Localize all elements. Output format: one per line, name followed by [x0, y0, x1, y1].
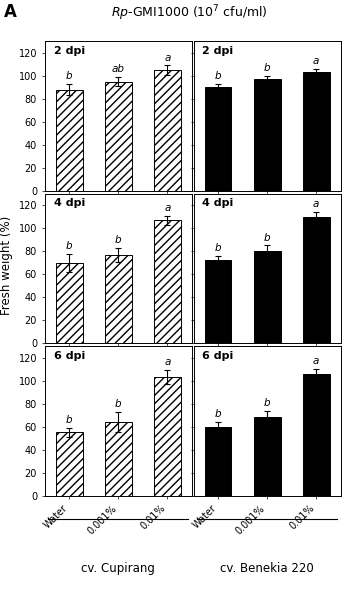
Bar: [303, 217, 330, 343]
Bar: [303, 73, 330, 191]
Text: b: b: [264, 232, 270, 242]
Text: a: a: [313, 356, 319, 366]
Text: $\it{Rp}$-GMI1000 ($10^7$ cfu/ml): $\it{Rp}$-GMI1000 ($10^7$ cfu/ml): [111, 3, 268, 22]
Bar: [56, 90, 83, 191]
Text: ab: ab: [112, 64, 125, 74]
Text: a: a: [164, 203, 171, 212]
Text: b: b: [115, 235, 121, 245]
Text: b: b: [66, 415, 73, 425]
Bar: [254, 251, 280, 343]
Bar: [205, 87, 232, 191]
Text: a: a: [164, 53, 171, 63]
Bar: [205, 427, 232, 496]
Text: a: a: [313, 199, 319, 209]
Text: 2 dpi: 2 dpi: [202, 46, 234, 56]
Text: a: a: [313, 56, 319, 66]
Text: b: b: [215, 71, 221, 81]
Bar: [154, 70, 181, 191]
Text: a: a: [164, 358, 171, 368]
Text: 4 dpi: 4 dpi: [202, 198, 234, 208]
Text: b: b: [264, 63, 270, 73]
Text: b: b: [215, 409, 221, 419]
Text: b: b: [66, 71, 73, 81]
Bar: [105, 81, 132, 191]
Text: 2 dpi: 2 dpi: [54, 46, 85, 56]
Text: A: A: [3, 3, 16, 21]
Bar: [254, 417, 280, 496]
Text: b: b: [115, 399, 121, 409]
Text: cv. Cupirang: cv. Cupirang: [81, 562, 155, 575]
Bar: [154, 377, 181, 496]
Bar: [56, 432, 83, 496]
Bar: [56, 263, 83, 343]
Bar: [303, 373, 330, 496]
Text: 6 dpi: 6 dpi: [202, 350, 234, 360]
Bar: [105, 255, 132, 343]
Text: 4 dpi: 4 dpi: [54, 198, 85, 208]
Text: Fresh weight (%): Fresh weight (%): [0, 216, 13, 315]
Bar: [154, 220, 181, 343]
Text: b: b: [264, 398, 270, 408]
Bar: [205, 260, 232, 343]
Text: b: b: [66, 241, 73, 251]
Text: b: b: [215, 243, 221, 253]
Bar: [105, 422, 132, 496]
Text: 6 dpi: 6 dpi: [54, 350, 85, 360]
Bar: [254, 79, 280, 191]
Text: cv. Benekia 220: cv. Benekia 220: [220, 562, 314, 575]
